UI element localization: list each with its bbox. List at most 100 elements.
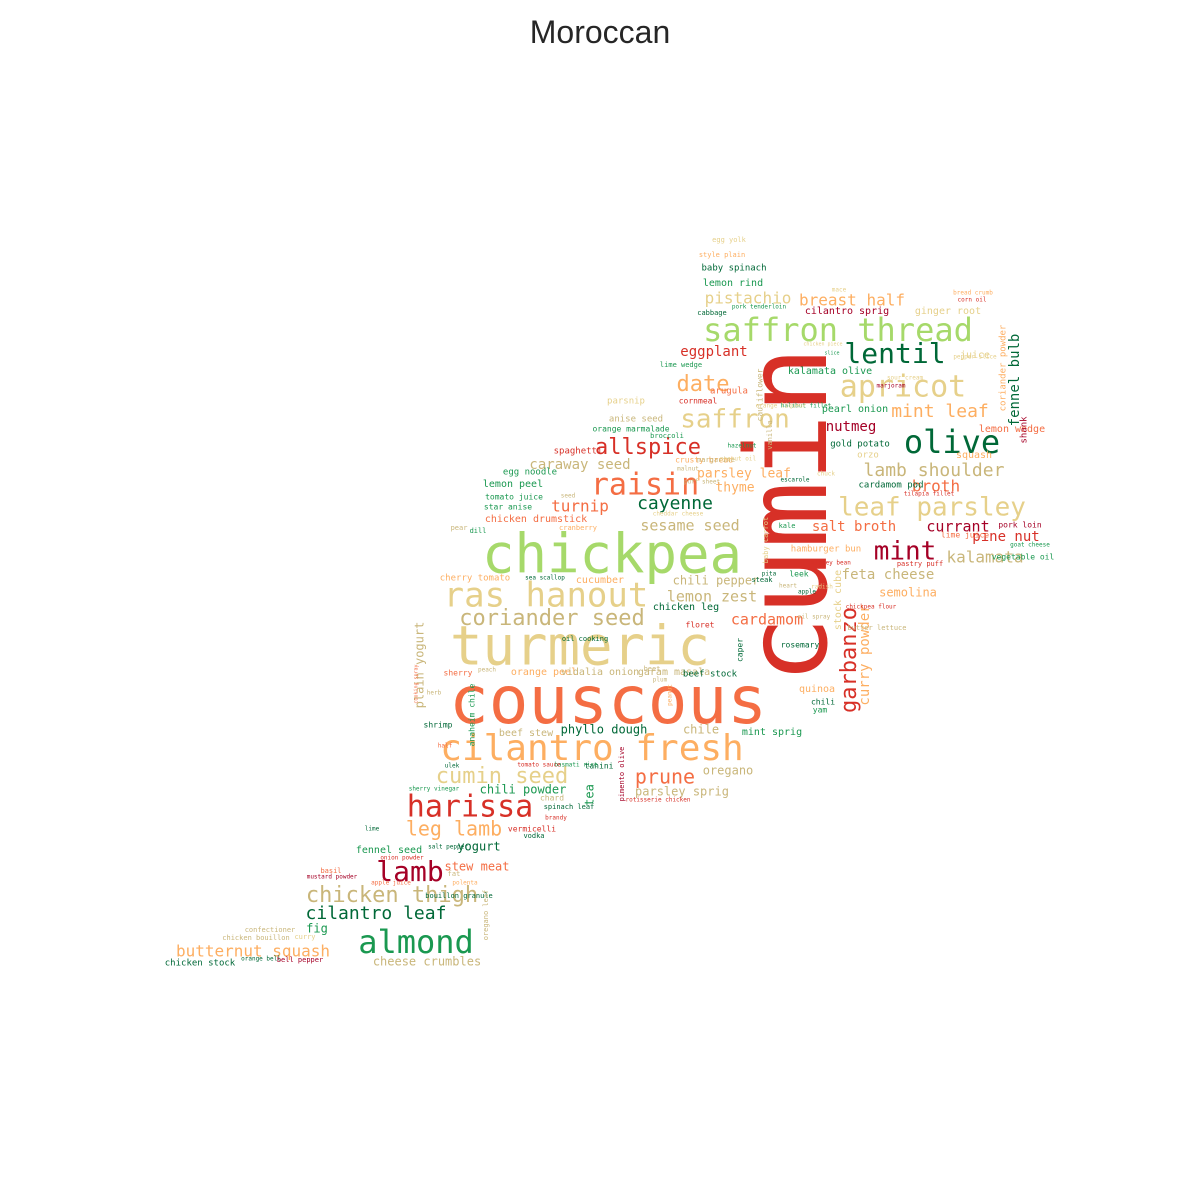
word-sour-cream: sour cream: [887, 375, 924, 382]
word-semolina: semolina: [879, 586, 937, 600]
word-date: date: [677, 372, 730, 397]
word-ginger-root: ginger root: [915, 306, 981, 317]
word-hamburger-bun: hamburger bun: [791, 545, 861, 555]
word-cayenne: cayenne: [637, 493, 713, 514]
word-lemon-wedge: lemon wedge: [979, 424, 1045, 435]
word-chicken-thigh: chicken thigh: [306, 883, 478, 908]
word-lime-wedge: lime wedge: [660, 361, 702, 369]
word-cauliflower: cauliflower: [756, 368, 765, 421]
word-hazelnut: hazelnut: [728, 443, 757, 450]
word-couscous: couscous: [449, 662, 767, 739]
word-eggplant: eggplant: [680, 344, 747, 360]
word-nutmeg: nutmeg: [826, 419, 877, 435]
word-orange-peel: orange peel: [511, 667, 577, 678]
word-chicken-drumstick: chicken drumstick: [485, 514, 587, 525]
word-vermicelli: vermicelli: [508, 825, 556, 834]
word-fennel-bulb: fennel bulb: [1007, 334, 1023, 427]
word-coriander-seed: coriander seed: [459, 606, 644, 631]
word-ras-hanout: ras hanout: [444, 576, 649, 616]
word-raisin: raisin: [591, 468, 699, 503]
word-leg-lamb: leg lamb: [406, 817, 502, 841]
word-rosemary: rosemary: [781, 641, 820, 650]
word-style-plain: style plain: [699, 251, 745, 259]
word-pine-nut: pine nut: [972, 529, 1039, 545]
word-baby-carrot: baby carrot: [762, 517, 770, 563]
word-cilantro-fresh: cilantro fresh: [440, 728, 743, 769]
word-half: half: [438, 743, 453, 750]
word-kale: kale: [779, 522, 796, 530]
word-cheddar-cheese: cheddar cheese: [653, 511, 704, 518]
word-chicken-bouillon: chicken bouillon: [222, 934, 289, 942]
word-phyllo-dough: phyllo dough: [561, 723, 648, 737]
word-basmati-rice: basmati rice: [554, 762, 598, 769]
word-juice: juice: [960, 350, 990, 361]
word-radish: radish: [811, 584, 833, 591]
word-gold-potato: gold potato: [830, 440, 890, 450]
word-anaheim-chile: anaheim chile: [468, 684, 477, 747]
word-orzo: orzo: [857, 451, 879, 461]
word-peanut: peanut: [667, 684, 674, 706]
word-cherry-tomato: cherry tomato: [440, 574, 510, 584]
word-lemon-zest: lemon zest: [667, 588, 757, 606]
word-sherry-vinegar: sherry vinegar: [409, 786, 460, 793]
chart-title: Moroccan: [529, 14, 671, 50]
word-ulek: ulek: [445, 763, 460, 770]
word-prune: prune: [635, 765, 695, 789]
word-tomato-sauce: tomato sauce: [517, 762, 561, 769]
word-oil-spray: oil spray: [798, 614, 831, 621]
word-bell-pepper: bell pepper: [277, 956, 323, 964]
word-chile: chile: [683, 723, 719, 737]
word-chickpea-flour: chickpea flour: [846, 604, 897, 611]
word-rotisserie-chicken: rotisserie chicken: [625, 797, 690, 804]
word-lemon-peel: lemon peel: [483, 479, 543, 490]
word-mint: mint: [874, 537, 937, 567]
word-orange-liqueur: orange liqueur: [756, 403, 807, 410]
word-beef-stew: beef stew: [499, 728, 554, 739]
word-cilantro-leaf: cilantro leaf: [306, 903, 447, 924]
word-orange-bell: orange bell: [241, 956, 281, 963]
word-chili-powder: chili powder: [480, 783, 567, 797]
word-peanut-oil: peanut oil: [720, 456, 757, 463]
word-quinoa: quinoa: [799, 684, 835, 695]
word-mace: mace: [832, 287, 847, 294]
word-anise-seed: anise seed: [609, 415, 663, 425]
word-lamb-shoulder: lamb shoulder: [864, 460, 1005, 481]
word-yogurt: yogurt: [457, 840, 500, 854]
word-polenta: polenta: [452, 880, 478, 887]
word-curry: curry: [294, 933, 315, 941]
word-caper: caper: [736, 638, 745, 662]
word-heart: heart: [779, 583, 797, 590]
word-seed: seed: [561, 493, 576, 500]
word-caraway-seed: caraway seed: [529, 457, 630, 473]
word-leaf-parsley: leaf parsley: [838, 493, 1026, 523]
word-egg-noodle: egg noodle: [503, 468, 557, 478]
word-cardamom-pod: cardamom pod: [858, 481, 923, 491]
word-tilapia-fillet: tilapia fillet: [904, 491, 955, 498]
word-cornmeal: cornmeal: [679, 397, 718, 406]
word-corn-oil: corn oil: [958, 297, 987, 304]
word-chili-pepper: chili pepper: [673, 574, 760, 588]
word-lentil: lentil: [844, 337, 945, 370]
word-sherry: sherry: [444, 669, 473, 678]
word-apple-juice: apple juice: [371, 880, 411, 887]
word-goat-cheese: goat cheese: [1010, 542, 1050, 549]
word-sea-scallop: sea scallop: [525, 575, 565, 582]
word-parsley-leaf: parsley leaf: [697, 467, 791, 482]
word-salt-pepper: salt pepper: [428, 844, 468, 851]
word-shrimp: shrimp: [424, 721, 453, 730]
word-pork-loin: pork loin: [998, 521, 1042, 530]
word-mint-leaf: mint leaf: [891, 401, 989, 422]
word-chuck: chuck: [817, 471, 835, 478]
word-chard: chard: [540, 794, 564, 803]
word-feta-cheese: feta cheese: [842, 567, 935, 583]
word-dill: dill: [470, 527, 487, 535]
word-garbanzo: garbanzo: [837, 607, 862, 713]
word-kidney-bean: kidney bean: [811, 560, 851, 567]
word-stock-cube: stock cube: [833, 570, 844, 630]
word-escarole: escarole: [781, 477, 810, 484]
word-lamb: lamb: [376, 855, 443, 888]
word-puff-sheet: puff sheet: [684, 479, 721, 486]
word-almond: almond: [358, 923, 474, 961]
word-fennel-seed: fennel seed: [356, 845, 422, 856]
